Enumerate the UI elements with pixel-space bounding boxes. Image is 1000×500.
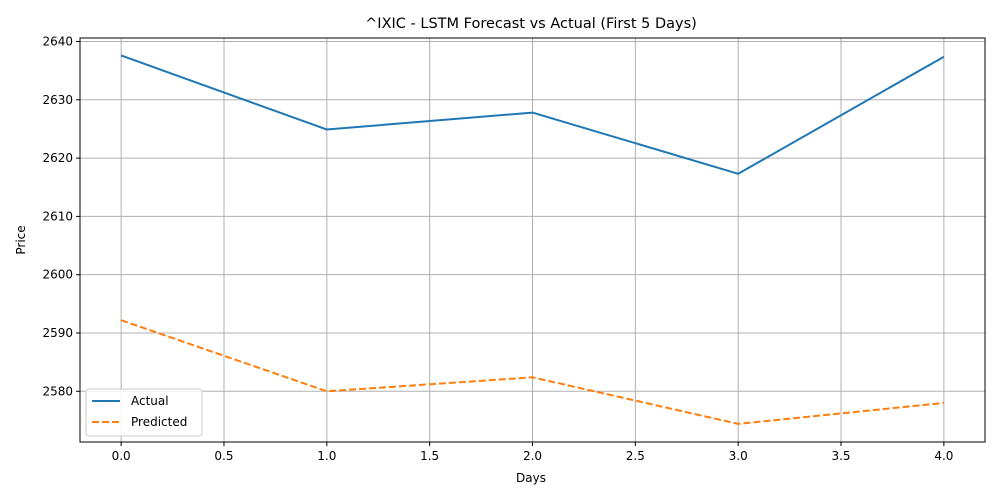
y-tick-label: 2610 <box>42 209 73 223</box>
legend-label-predicted: Predicted <box>131 415 187 429</box>
series-line-actual <box>120 54 945 175</box>
legend: Actual Predicted <box>85 388 203 437</box>
x-tick-label: 2.0 <box>523 449 542 463</box>
legend-label-actual: Actual <box>131 394 169 408</box>
x-tick-label: 3.0 <box>729 449 748 463</box>
x-tick-label: 1.5 <box>420 449 439 463</box>
x-tick-label: 2.5 <box>626 449 645 463</box>
y-axis-title: Price <box>14 225 28 254</box>
x-tick-label: 4.0 <box>934 449 953 463</box>
y-tick-label: 2640 <box>42 34 73 48</box>
x-tick-label: 3.5 <box>831 449 850 463</box>
axis-ticks: 0.0 0.5 1.0 1.5 2.0 2.5 3.0 3.5 4.0 2580 2590 2600 2… <box>42 34 953 463</box>
chart-title: ^IXIC - LSTM Forecast vs Actual (First 5… <box>365 16 697 32</box>
y-tick-label: 2590 <box>42 326 73 340</box>
series-lines <box>120 54 945 425</box>
y-tick-label: 2630 <box>42 93 73 107</box>
x-tick-label: 1.0 <box>317 449 336 463</box>
series-line-predicted <box>120 319 945 425</box>
grid <box>80 38 985 442</box>
y-tick-label: 2580 <box>42 384 73 398</box>
x-tick-label: 0.5 <box>214 449 233 463</box>
x-axis-title: Days <box>516 471 546 485</box>
x-tick-label: 0.0 <box>112 449 131 463</box>
y-tick-label: 2620 <box>42 151 73 165</box>
y-tick-label: 2600 <box>42 268 73 282</box>
